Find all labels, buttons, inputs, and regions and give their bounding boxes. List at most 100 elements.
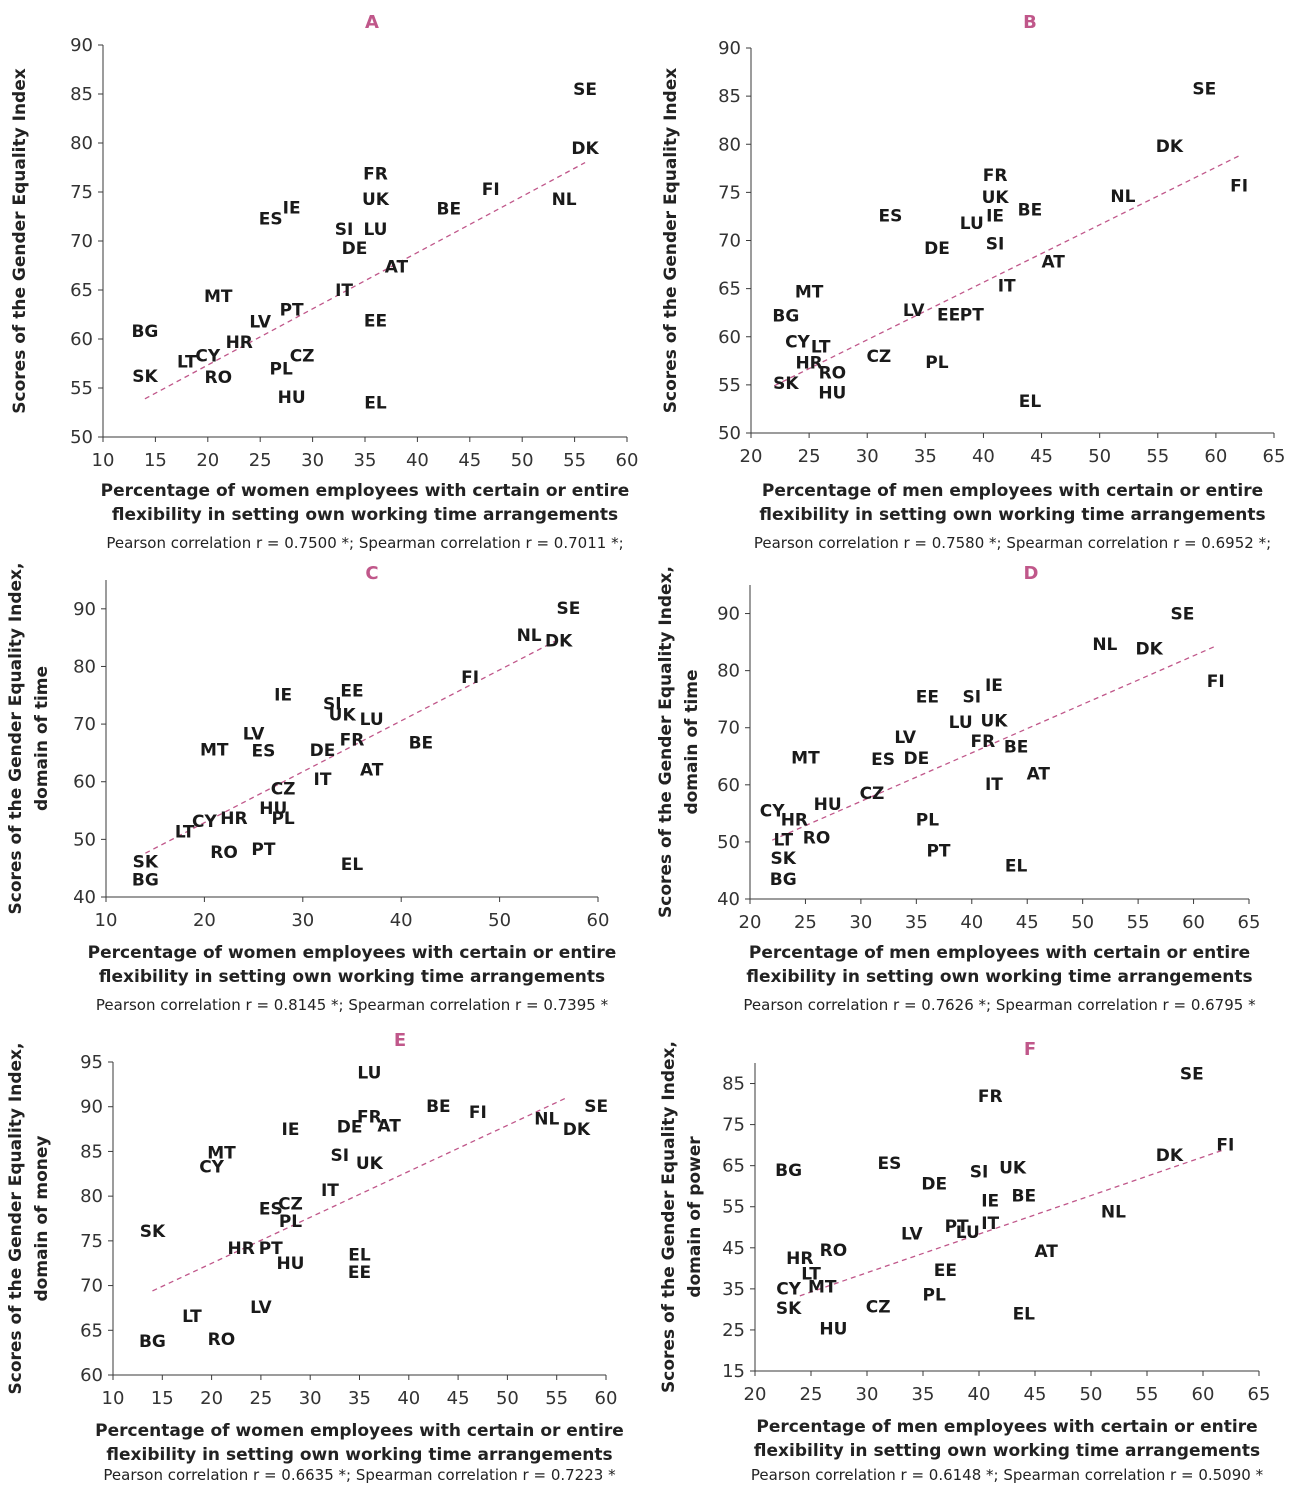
y-tick-label: 40 — [73, 887, 96, 908]
point-cz: CZ — [278, 1194, 303, 1214]
y-tick-label: 60 — [717, 775, 740, 796]
point-cz: CZ — [866, 347, 891, 367]
point-at: AT — [1027, 764, 1051, 784]
point-be: BE — [1012, 1187, 1037, 1207]
point-pt: PT — [251, 840, 275, 860]
point-ie: IE — [282, 1120, 300, 1140]
x-axis-title-line: Percentage of women employees with certa… — [101, 481, 630, 501]
point-de: DE — [310, 741, 336, 761]
point-be: BE — [1018, 201, 1043, 221]
point-lv: LV — [243, 724, 265, 744]
point-sk: SK — [776, 1299, 802, 1319]
x-tick-label: 35 — [354, 450, 377, 471]
y-axis-title-line: Scores of the Gender Equality Index, — [659, 1041, 679, 1393]
point-uk: UK — [982, 188, 1010, 208]
x-tick-label: 60 — [1192, 1384, 1215, 1405]
y-tick-label: 35 — [722, 1279, 745, 1300]
point-pl: PL — [271, 809, 294, 829]
point-mt: MT — [207, 1143, 236, 1163]
y-tick-label: 65 — [722, 1156, 745, 1177]
y-axis-title-line: domain of time — [32, 666, 52, 811]
x-tick-label: 30 — [849, 912, 872, 933]
point-bg: BG — [772, 307, 799, 327]
point-uk: UK — [980, 711, 1008, 731]
point-it: IT — [314, 770, 332, 790]
point-ee: EE — [934, 1261, 957, 1281]
x-tick-label: 45 — [1030, 446, 1053, 467]
y-tick-label: 90 — [718, 38, 741, 59]
y-tick-label: 65 — [80, 1320, 103, 1341]
x-tick-label: 55 — [1127, 912, 1150, 933]
point-si: SI — [323, 694, 342, 714]
x-tick-label: 55 — [1136, 1384, 1159, 1405]
x-tick-label: 40 — [406, 450, 429, 471]
x-tick-label: 35 — [348, 1388, 371, 1409]
point-fi: FI — [482, 180, 500, 200]
point-es: ES — [259, 1200, 283, 1220]
y-tick-label: 75 — [80, 1231, 103, 1252]
point-hu: HU — [814, 795, 842, 815]
point-hr: HR — [228, 1239, 255, 1259]
x-tick-label: 65 — [1248, 1384, 1271, 1405]
point-mt: MT — [791, 748, 820, 768]
y-tick-label: 50 — [718, 423, 741, 444]
correlation-note: Pearson correlation r = 0.7626 *; Spearm… — [743, 996, 1256, 1014]
point-ee: EE — [340, 682, 363, 702]
point-se: SE — [573, 80, 597, 100]
x-tick-label: 35 — [912, 1384, 935, 1405]
x-tick-label: 45 — [1024, 1384, 1047, 1405]
y-tick-label: 80 — [718, 134, 741, 155]
point-de: DE — [903, 749, 929, 769]
point-lt: LT — [182, 1307, 202, 1327]
x-tick-label: 30 — [291, 910, 314, 931]
y-tick-label: 90 — [70, 35, 93, 56]
y-axis-title-line: domain of money — [32, 1136, 52, 1302]
y-tick-label: 55 — [70, 378, 93, 399]
point-ro: RO — [819, 363, 847, 383]
x-tick-label: 40 — [968, 1384, 991, 1405]
point-fi: FI — [1230, 177, 1248, 197]
y-tick-label: 80 — [717, 661, 740, 682]
x-tick-label: 65 — [1238, 912, 1261, 933]
point-ie: IE — [985, 676, 1003, 696]
point-be: BE — [426, 1097, 451, 1117]
y-tick-label: 50 — [73, 829, 96, 850]
trendline — [773, 155, 1240, 387]
point-be: BE — [409, 734, 434, 754]
y-tick-label: 90 — [80, 1097, 103, 1118]
panel-title: A — [365, 12, 379, 33]
point-pl: PL — [916, 811, 939, 831]
point-ee: EE — [937, 306, 960, 326]
x-tick-label: 50 — [496, 1388, 519, 1409]
x-axis-title-line: flexibility in setting own working time … — [99, 967, 605, 987]
point-hr: HR — [226, 333, 253, 353]
point-be: BE — [437, 200, 462, 220]
y-tick-label: 85 — [722, 1074, 745, 1095]
point-el: EL — [1005, 856, 1028, 876]
point-se: SE — [1171, 605, 1195, 625]
panel-f: F 15 25 35 45 55 65 75 85 20 25 30 35 40 45 50 55 60 65 SE F… — [659, 1039, 1270, 1484]
point-si: SI — [330, 1146, 349, 1166]
point-dk: DK — [1136, 639, 1164, 659]
point-pl: PL — [925, 353, 948, 373]
point-at: AT — [377, 1116, 401, 1136]
point-ro: RO — [208, 1330, 236, 1350]
x-axis-title-line: flexibility in setting own working time … — [106, 1445, 612, 1465]
point-sk: SK — [140, 1222, 166, 1242]
x-tick-label: 25 — [249, 1388, 272, 1409]
point-dk: DK — [545, 632, 573, 652]
x-tick-label: 55 — [545, 1388, 568, 1409]
point-nl: NL — [517, 626, 542, 646]
x-tick-label: 45 — [447, 1388, 470, 1409]
point-dk: DK — [1156, 137, 1184, 157]
y-tick-label: 55 — [722, 1197, 745, 1218]
point-cz: CZ — [860, 784, 885, 804]
point-se: SE — [1180, 1064, 1204, 1084]
correlation-note: Pearson correlation r = 0.6635 *; Spearm… — [103, 1466, 616, 1484]
correlation-note: Pearson correlation r = 0.7580 *; Spearm… — [754, 534, 1271, 552]
point-se: SE — [557, 599, 581, 619]
point-uk: UK — [362, 190, 390, 210]
point-lu: LU — [360, 710, 384, 730]
